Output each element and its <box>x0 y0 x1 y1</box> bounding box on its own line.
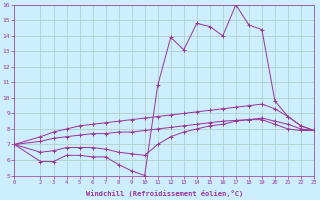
X-axis label: Windchill (Refroidissement éolien,°C): Windchill (Refroidissement éolien,°C) <box>85 190 243 197</box>
